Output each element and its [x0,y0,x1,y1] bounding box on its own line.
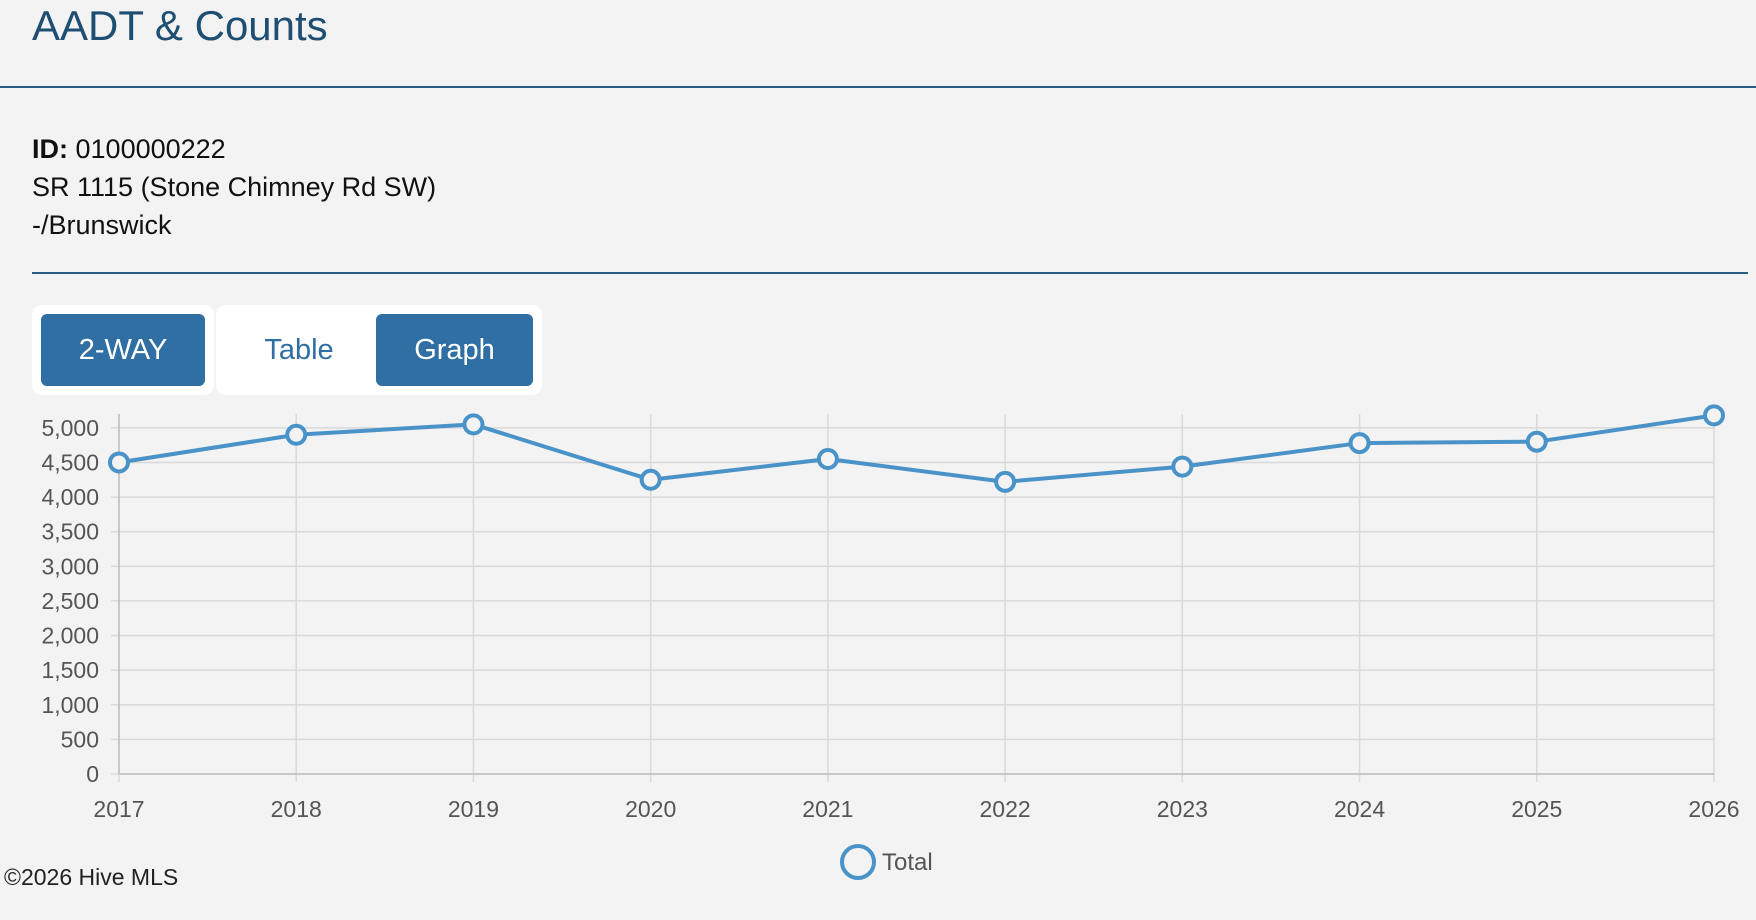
station-id-value: 0100000222 [75,134,226,164]
station-location: -/Brunswick [32,210,172,240]
x-tick-label: 2017 [93,796,144,822]
copyright-notice: ©2026 Hive MLS [4,864,179,890]
view-toggle-group: Table Graph [216,305,542,395]
data-point [285,423,308,446]
page-title: AADT & Counts [32,2,328,49]
station-road: SR 1115 (Stone Chimney Rd SW) [32,172,437,202]
data-point [462,413,485,436]
x-tick-label: 2022 [980,796,1031,822]
data-point [1348,432,1371,455]
graph-view-button[interactable]: Graph [376,314,533,386]
data-point [1171,455,1194,478]
station-id-row: ID: 0100000222 [32,130,436,168]
y-tick-label: 2,000 [41,623,99,649]
y-tick-label: 0 [86,761,99,787]
series-line-total [118,413,1715,484]
station-id-label: ID: [32,134,68,164]
x-tick-label: 2019 [448,796,499,822]
station-info: ID: 0100000222 SR 1115 (Stone Chimney Rd… [32,130,436,244]
y-tick-label: 3,000 [41,553,99,579]
y-tick-label: 3,500 [41,519,99,545]
x-tick-label: 2020 [625,796,676,822]
aadt-line-chart: 0 500 1,000 1,500 2,000 2,500 3,000 3,500 4,000 4… [41,404,1740,880]
data-point [816,448,839,470]
two-way-button[interactable]: 2-WAY [41,314,205,386]
x-tick-label: 2026 [1688,796,1739,822]
y-tick-label: 4,000 [41,484,99,510]
data-point [1525,430,1548,453]
legend-label-total: Total [882,849,933,876]
y-tick-label: 2,500 [41,588,99,614]
y-tick-label: 5,000 [41,415,99,441]
data-point [1703,404,1725,427]
y-tick-label: 1,000 [41,692,99,718]
direction-toggle-group: 2-WAY [32,305,214,395]
x-tick-label: 2025 [1511,796,1562,822]
y-tick-label: 4,500 [41,449,99,475]
x-tick-label: 2021 [802,796,853,822]
chart-legend: Total [840,844,933,880]
table-view-button[interactable]: Table [224,314,374,386]
data-point [639,468,662,491]
x-tick-label: 2023 [1157,796,1208,822]
y-tick-label: 500 [61,726,99,752]
legend-marker-total [840,844,876,880]
info-divider [32,272,1748,274]
y-tick-label: 1,500 [41,657,99,683]
x-tick-label: 2024 [1334,796,1385,822]
header-divider [0,86,1756,88]
data-point [108,451,130,474]
x-tick-label: 2018 [271,796,322,822]
data-point [994,470,1017,493]
